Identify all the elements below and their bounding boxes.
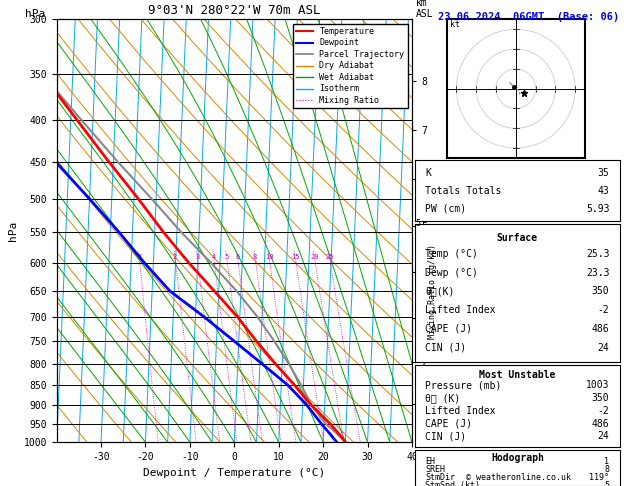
Text: 43: 43 [598,186,610,196]
Text: hPa: hPa [25,9,45,19]
Text: -2: -2 [598,305,610,315]
Text: 486: 486 [592,324,610,334]
X-axis label: Dewpoint / Temperature (°C): Dewpoint / Temperature (°C) [143,468,325,478]
Text: CAPE (J): CAPE (J) [425,418,472,429]
Text: 350: 350 [592,393,610,403]
Text: CIN (J): CIN (J) [425,343,467,352]
Text: Temp (°C): Temp (°C) [425,249,478,259]
Text: Surface: Surface [497,233,538,243]
Title: 9°03'N 280°22'W 70m ASL: 9°03'N 280°22'W 70m ASL [148,4,321,17]
Text: 5: 5 [604,481,610,486]
Text: 24: 24 [598,432,610,441]
Text: © weatheronline.co.uk: © weatheronline.co.uk [467,473,571,482]
Text: Dewp (°C): Dewp (°C) [425,268,478,278]
Legend: Temperature, Dewpoint, Parcel Trajectory, Dry Adiabat, Wet Adiabat, Isotherm, Mi: Temperature, Dewpoint, Parcel Trajectory… [293,24,408,108]
Text: 15: 15 [291,254,299,260]
Text: θᴇ(K): θᴇ(K) [425,286,455,296]
Text: 10: 10 [265,254,273,260]
Text: Mixing Ratio (g/kg): Mixing Ratio (g/kg) [428,244,437,339]
Text: 23.3: 23.3 [586,268,610,278]
Text: 3: 3 [195,254,199,260]
Text: 5: 5 [225,254,229,260]
Text: 1: 1 [604,457,610,466]
Text: EH: EH [425,457,435,466]
Text: 20: 20 [310,254,318,260]
Text: Lifted Index: Lifted Index [425,305,496,315]
Text: 2: 2 [173,254,177,260]
Text: Most Unstable: Most Unstable [479,370,555,380]
Text: 5.93: 5.93 [586,204,610,214]
Text: LCL: LCL [415,429,430,438]
Text: Totals Totals: Totals Totals [425,186,502,196]
Text: 24: 24 [598,343,610,352]
Text: CAPE (J): CAPE (J) [425,324,472,334]
Text: Hodograph: Hodograph [491,453,544,463]
Text: 350: 350 [592,286,610,296]
Text: θᴇ (K): θᴇ (K) [425,393,460,403]
Text: km
ASL: km ASL [416,0,433,19]
Text: 8: 8 [253,254,257,260]
Text: 8: 8 [604,465,610,474]
Text: -2: -2 [598,406,610,416]
Text: K: K [425,168,431,177]
Text: kt: kt [450,20,460,29]
Text: 1003: 1003 [586,380,610,390]
Text: StmDir: StmDir [425,473,455,482]
Text: SREH: SREH [425,465,445,474]
Text: Pressure (mb): Pressure (mb) [425,380,502,390]
Text: 5: 5 [415,219,420,228]
Text: 23.06.2024  06GMT  (Base: 06): 23.06.2024 06GMT (Base: 06) [438,12,619,22]
Text: 35: 35 [598,168,610,177]
Text: CIN (J): CIN (J) [425,432,467,441]
Text: Lifted Index: Lifted Index [425,406,496,416]
Text: 25.3: 25.3 [586,249,610,259]
Text: PW (cm): PW (cm) [425,204,467,214]
Text: 1: 1 [137,254,142,260]
Text: StmSpd (kt): StmSpd (kt) [425,481,481,486]
Y-axis label: hPa: hPa [8,221,18,241]
Text: 6: 6 [235,254,240,260]
Text: 25: 25 [325,254,334,260]
Text: 4: 4 [211,254,216,260]
Text: 119°: 119° [589,473,610,482]
Text: 486: 486 [592,418,610,429]
